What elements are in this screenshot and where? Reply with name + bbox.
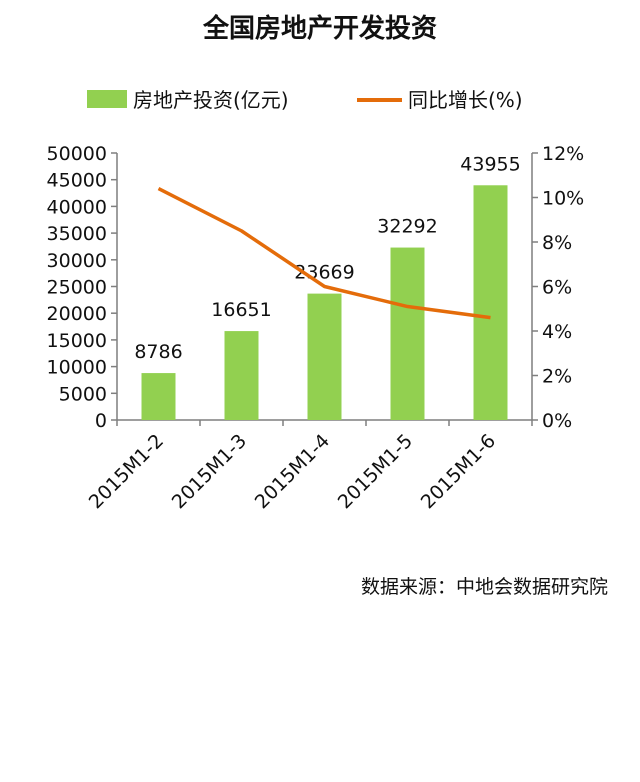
y-left-tick-label: 20000 — [47, 303, 107, 325]
legend: 房地产投资(亿元) 同比增长(%) — [87, 88, 523, 112]
x-tick-label: 2015M1-5 — [334, 430, 417, 513]
y-right-tick-label: 4% — [542, 321, 572, 343]
y-left-tick-label: 40000 — [47, 196, 107, 218]
y-right-tick-label: 6% — [542, 277, 572, 299]
x-tick-label: 2015M1-3 — [168, 430, 251, 513]
bar-data-label: 43955 — [460, 153, 520, 175]
y-right-tick-label: 12% — [542, 143, 584, 165]
y-left-tick-label: 30000 — [47, 250, 107, 272]
bar-data-label: 32292 — [377, 216, 437, 238]
bar-data-label: 8786 — [134, 341, 182, 363]
source-note: 数据来源：中地会数据研究院 — [360, 576, 608, 598]
plot-area: 0 5000 10000 15000 20000 25000 30000 35000 40000… — [47, 143, 585, 513]
bar — [141, 373, 176, 420]
y-left-tick-label: 25000 — [47, 277, 107, 299]
y-left-tick-label: 5000 — [59, 383, 107, 405]
y-left-tick-label: 50000 — [47, 143, 107, 165]
x-tick-label: 2015M1-2 — [85, 430, 168, 513]
y-right-tick-label: 0% — [542, 410, 572, 432]
y-right-tick-label: 8% — [542, 232, 572, 254]
legend-label-bar: 房地产投资(亿元) — [133, 88, 289, 112]
x-tick-label: 2015M1-4 — [251, 430, 334, 513]
y-right-tick-label: 2% — [542, 366, 572, 388]
bar-data-label: 16651 — [211, 299, 271, 321]
y-left-tick-label: 45000 — [47, 170, 107, 192]
y-left-tick-label: 0 — [95, 410, 107, 432]
y-left-tick-label: 10000 — [47, 357, 107, 379]
chart-title: 全国房地产开发投资 — [202, 14, 437, 44]
y-left-tick-label: 15000 — [47, 330, 107, 352]
bar — [473, 185, 508, 420]
y-left-tick-label: 35000 — [47, 223, 107, 245]
bar — [307, 293, 342, 420]
bar — [224, 331, 259, 420]
legend-label-line: 同比增长(%) — [408, 88, 523, 112]
x-tick-label: 2015M1-6 — [417, 430, 500, 513]
y-right-tick-label: 10% — [542, 188, 584, 210]
legend-swatch-bar — [87, 90, 127, 108]
bar — [390, 247, 425, 420]
